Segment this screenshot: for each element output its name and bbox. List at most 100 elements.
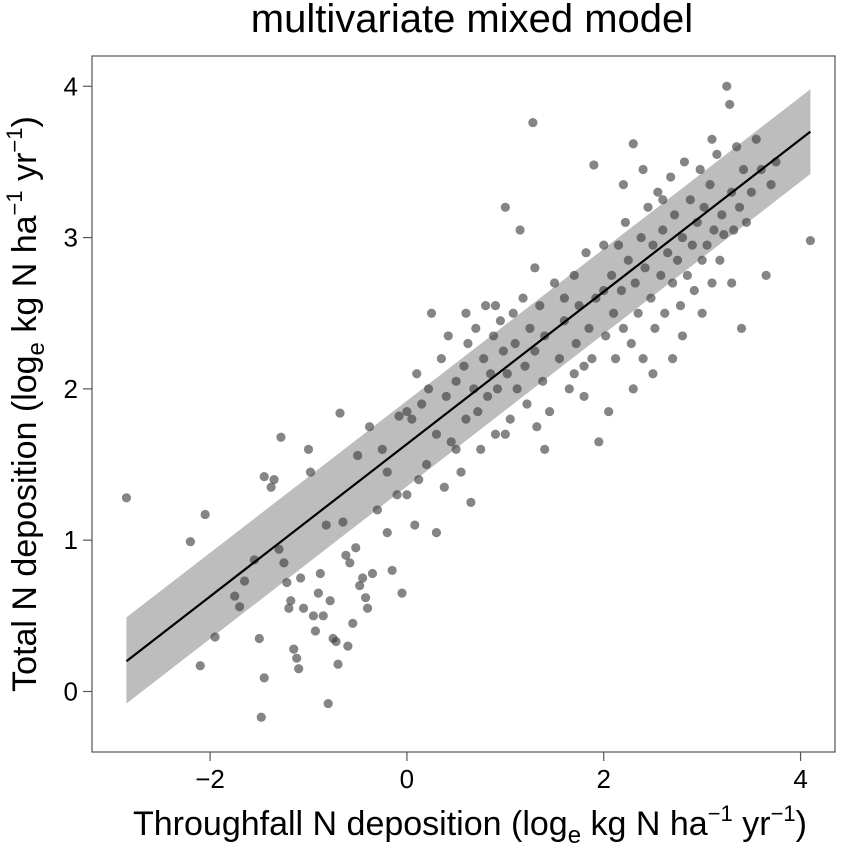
data-point — [685, 195, 695, 205]
data-point — [569, 369, 579, 379]
data-point — [195, 661, 205, 671]
data-point — [382, 528, 392, 538]
data-point — [289, 644, 299, 654]
data-point — [335, 408, 345, 418]
data-point — [512, 384, 522, 394]
data-point — [485, 369, 496, 379]
y-axis-label: Total N deposition (loge kg N ha−1 yr−1) — [2, 116, 50, 692]
data-point — [640, 263, 650, 273]
data-point — [259, 472, 269, 482]
data-point — [707, 134, 717, 144]
data-point — [520, 361, 530, 371]
data-point — [579, 361, 589, 371]
data-point — [249, 555, 259, 565]
data-point — [682, 270, 692, 280]
data-point — [648, 240, 658, 250]
data-point — [725, 99, 735, 110]
data-point — [741, 217, 752, 228]
data-point — [323, 698, 333, 709]
data-point — [620, 217, 630, 228]
data-point — [495, 316, 506, 326]
data-point — [443, 331, 453, 341]
data-point — [630, 278, 640, 288]
data-point — [569, 270, 579, 280]
data-point — [397, 588, 407, 598]
data-point — [417, 399, 427, 409]
data-point — [451, 444, 461, 454]
data-point — [279, 558, 289, 568]
data-point — [584, 323, 594, 333]
data-point — [736, 323, 747, 333]
data-point — [717, 210, 727, 220]
data-point — [360, 593, 371, 603]
data-point — [466, 497, 476, 507]
data-point — [451, 376, 461, 386]
data-point — [377, 444, 387, 454]
data-point — [303, 444, 314, 454]
data-point — [658, 195, 668, 205]
data-point — [699, 202, 709, 212]
data-point — [738, 164, 749, 175]
data-point — [715, 255, 725, 265]
data-point — [805, 235, 815, 246]
data-point — [677, 331, 688, 341]
data-point — [515, 225, 525, 235]
data-point — [610, 354, 621, 364]
data-point — [367, 568, 378, 579]
data-point — [372, 505, 382, 515]
data-point — [305, 467, 316, 477]
data-point — [439, 482, 449, 492]
data-point — [623, 255, 633, 265]
scatter-points — [121, 81, 815, 722]
data-point — [338, 517, 348, 527]
data-point — [410, 520, 420, 530]
data-point — [185, 537, 196, 547]
data-point — [508, 308, 518, 318]
data-point — [479, 354, 489, 364]
data-point — [431, 429, 442, 439]
data-point — [426, 308, 437, 318]
data-point — [239, 576, 250, 586]
data-point — [446, 437, 456, 447]
data-point — [473, 406, 483, 417]
data-point — [697, 255, 707, 265]
data-point — [666, 172, 676, 182]
data-point — [528, 117, 538, 128]
data-point — [579, 391, 589, 402]
data-point — [653, 187, 663, 197]
data-point — [315, 568, 325, 579]
data-point — [276, 432, 286, 442]
data-point — [476, 444, 486, 454]
data-point — [663, 248, 673, 258]
data-point — [668, 354, 678, 364]
data-point — [266, 482, 276, 492]
data-point — [274, 544, 284, 554]
y-axis: 0 1 2 3 4 — [64, 71, 92, 706]
data-point — [628, 139, 638, 149]
data-point — [677, 232, 688, 243]
data-point — [355, 580, 365, 591]
data-point — [672, 255, 683, 265]
data-point — [679, 157, 690, 167]
x-tick-label: 0 — [400, 764, 414, 794]
data-point — [353, 450, 363, 461]
data-point — [687, 240, 697, 250]
data-point — [522, 399, 532, 409]
y-tick-label: 4 — [64, 71, 78, 101]
data-point — [296, 573, 306, 583]
data-point — [230, 591, 240, 601]
data-point — [490, 301, 501, 311]
data-point — [341, 550, 351, 560]
data-point — [292, 653, 302, 663]
plot-frame — [91, 55, 836, 753]
data-point — [660, 308, 670, 318]
data-point — [500, 429, 510, 439]
data-point — [707, 278, 717, 288]
data-point — [618, 323, 629, 333]
data-point — [766, 180, 776, 190]
data-point — [549, 278, 560, 288]
data-point — [310, 626, 320, 636]
x-tick-label: 4 — [793, 764, 807, 794]
data-point — [675, 301, 686, 311]
data-point — [712, 149, 722, 159]
